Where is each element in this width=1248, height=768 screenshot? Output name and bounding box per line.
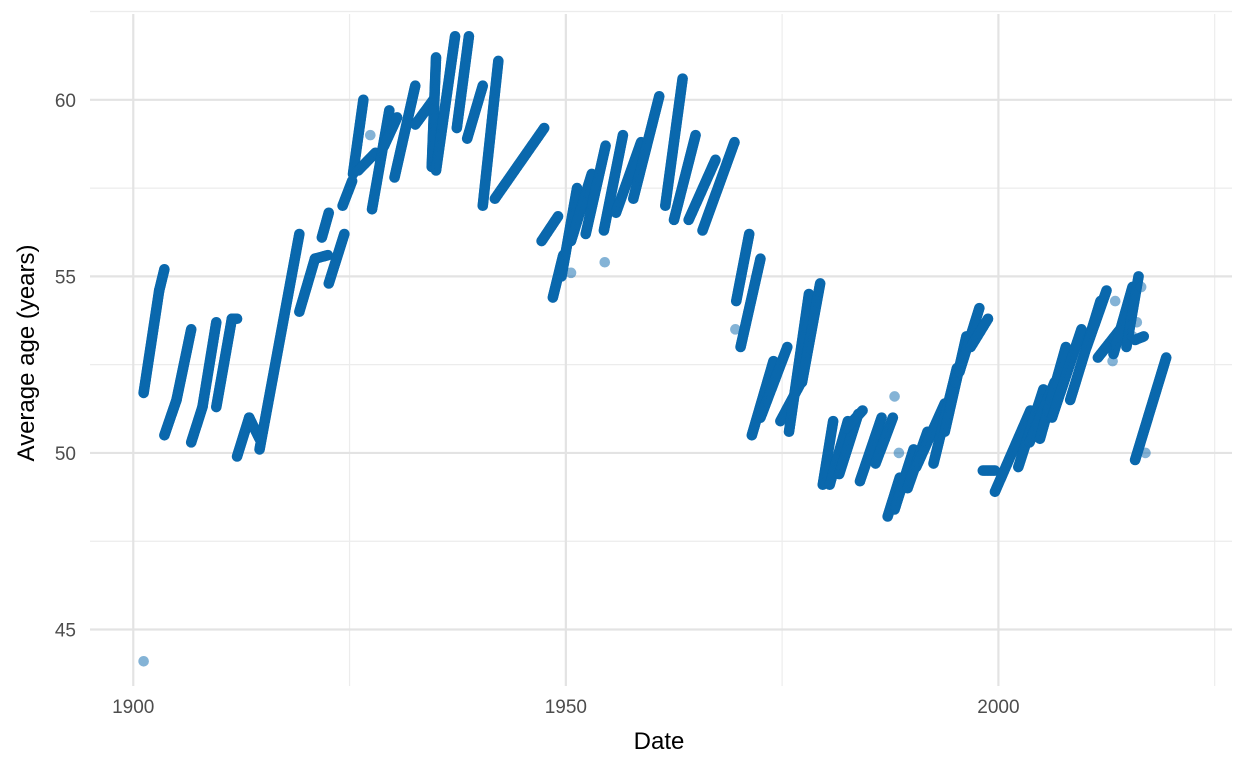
data-point [565,267,577,279]
x-tick-label: 1950 [545,697,587,718]
data-point [358,94,369,106]
data-point [755,253,766,265]
data-point [410,80,421,91]
data-point [1060,341,1072,353]
data-point [617,129,629,141]
data-point [449,30,461,42]
data-point [159,264,170,275]
y-axis-title: Average age (years) [13,244,40,461]
data-point [185,324,197,335]
data-point [1133,271,1144,282]
data-point [323,207,335,219]
data-point [493,55,504,67]
data-point [710,154,721,166]
data-point [1101,285,1112,296]
data-point [231,313,243,325]
y-tick-label: 55 [55,267,76,288]
data-point [690,129,701,141]
data-point [538,122,550,134]
data-point [430,52,442,63]
data-point [571,182,583,194]
data-point [887,412,899,423]
data-point [949,377,961,388]
data-point [294,228,305,240]
data-point [463,30,475,42]
x-tick-label: 1900 [112,697,154,718]
data-point [1109,295,1121,307]
data-points [138,30,1172,667]
x-tick-label: 2000 [977,697,1019,718]
y-tick-label: 45 [55,621,76,642]
data-point [982,313,994,325]
data-point [1135,281,1147,293]
data-point [1101,341,1112,353]
y-tick-label: 60 [55,91,76,112]
data-point [653,90,665,102]
data-point [729,136,740,148]
tick-labels: 1900 1950 2000 45 50 55 60 [55,91,1020,718]
data-point [876,412,887,423]
y-tick-label: 50 [55,444,76,465]
data-point [211,316,222,328]
data-point [1107,355,1118,367]
data-point [730,324,741,335]
data-point [803,288,815,300]
data-point [365,129,376,141]
data-point [743,228,755,240]
data-point [857,405,868,416]
data-point [599,256,611,268]
data-point [1127,331,1138,342]
data-point [974,302,985,314]
x-axis-title: Date [634,728,685,755]
data-point [477,80,489,91]
data-point [1140,447,1151,459]
data-point [552,211,564,222]
data-point [1160,352,1172,363]
data-point [782,341,793,353]
data-point [814,278,826,289]
data-point [827,415,839,427]
data-point [677,73,688,84]
data-point [138,655,149,667]
data-point [384,105,395,116]
data-point [322,249,334,261]
data-point [893,447,905,459]
data-point [600,140,611,152]
data-point [1076,324,1087,335]
data-point [339,228,350,240]
data-point [1138,331,1150,342]
data-point [889,391,900,402]
data-point [391,112,403,123]
data-point [1131,316,1143,328]
